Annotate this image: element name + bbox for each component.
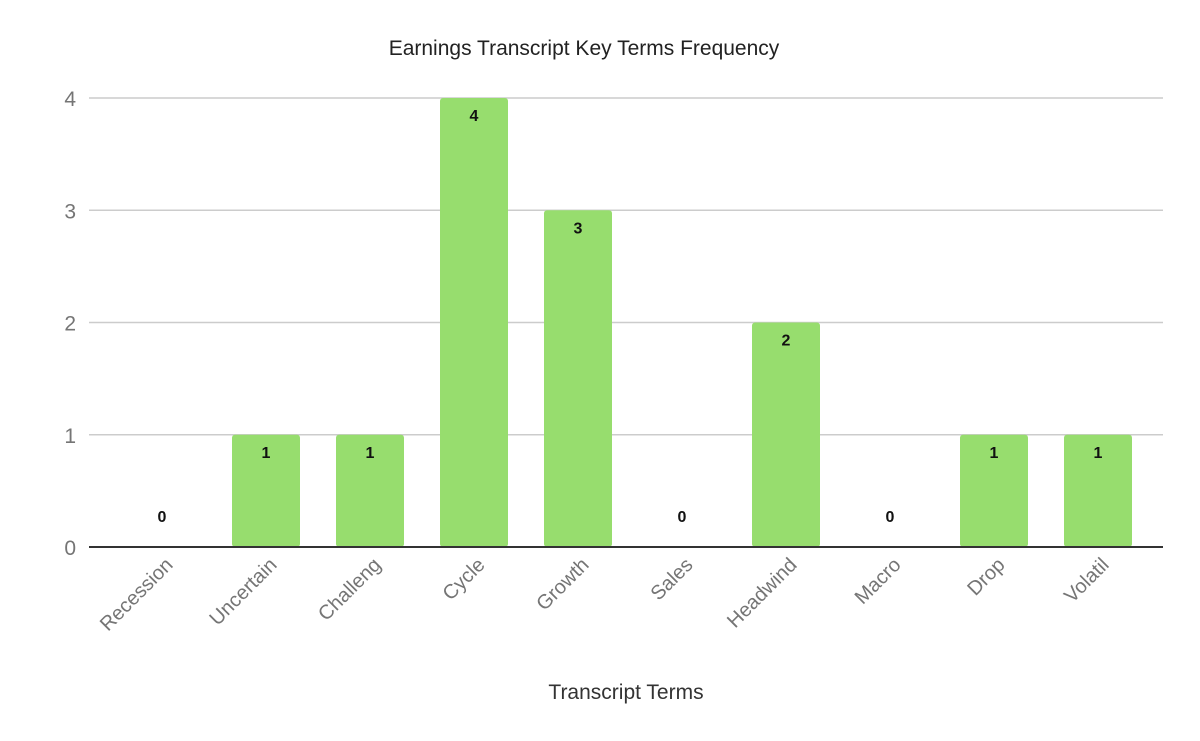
x-tick-label: Macro: [851, 554, 906, 609]
x-tick-label: Cycle: [439, 554, 490, 605]
x-tick-label: Growth: [532, 554, 593, 615]
bar-volatil: [1064, 434, 1132, 547]
y-tick-label: 1: [64, 425, 76, 448]
bar-uncertain: [232, 434, 300, 547]
y-tick-label: 3: [64, 200, 76, 223]
data-label: 4: [470, 108, 479, 125]
y-tick-label: 4: [64, 88, 76, 111]
data-label: 1: [1094, 445, 1103, 462]
x-tick-label: Recession: [96, 554, 178, 636]
data-label: 1: [262, 445, 271, 462]
y-tick-label: 2: [64, 313, 76, 336]
data-label: 3: [574, 220, 583, 237]
bar-drop: [960, 434, 1028, 547]
y-tick-label: 0: [64, 537, 76, 560]
data-label: 1: [990, 445, 999, 462]
bar-headwind: [752, 322, 820, 547]
data-label: 2: [782, 333, 791, 350]
x-axis-title: Transcript Terms: [548, 681, 703, 704]
data-label: 0: [158, 509, 167, 526]
x-tick-label: Uncertain: [205, 554, 281, 630]
bar-cycle: [440, 98, 508, 547]
bar-challeng: [336, 434, 404, 547]
x-tick-label: Drop: [963, 554, 1009, 600]
chart-title: Earnings Transcript Key Terms Frequency: [389, 37, 780, 60]
data-label: 0: [678, 509, 687, 526]
data-label: 0: [886, 509, 895, 526]
x-tick-label: Challeng: [314, 554, 385, 625]
data-label: 1: [366, 445, 375, 462]
x-tick-label: Volatil: [1060, 554, 1113, 607]
x-tick-label: Sales: [647, 554, 698, 605]
x-tick-label: Headwind: [723, 554, 801, 632]
bar-growth: [544, 210, 612, 547]
